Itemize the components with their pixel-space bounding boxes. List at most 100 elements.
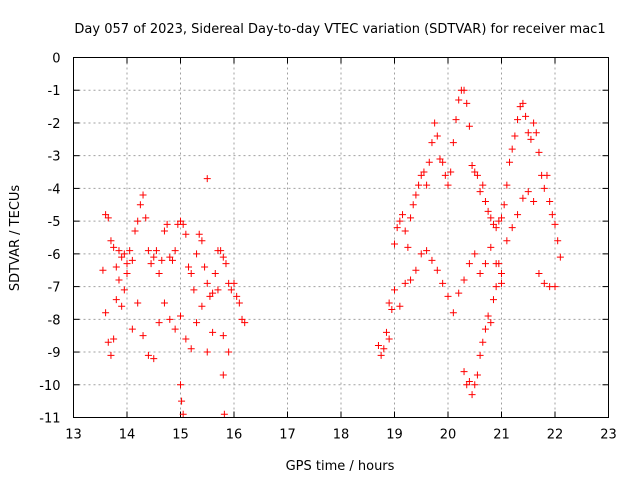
y-tick-label: -3	[48, 150, 61, 165]
data-point	[155, 270, 163, 277]
x-tick-label: 16	[226, 428, 243, 443]
data-point	[449, 309, 457, 317]
data-point	[481, 325, 489, 333]
data-point	[473, 171, 481, 179]
data-point	[382, 328, 390, 336]
data-point	[439, 279, 447, 287]
data-point	[203, 348, 211, 356]
data-point	[530, 198, 538, 205]
data-point	[503, 237, 511, 245]
data-point	[235, 299, 243, 307]
axis-ticks: 13 14 15 16 17 18 19 20 21 22 23 0 -1 -2 -3 -4 -5 -6 -7 -8 -…	[39, 52, 617, 443]
data-point	[465, 260, 473, 268]
data-point	[185, 263, 193, 271]
data-point	[139, 191, 147, 199]
data-point	[150, 253, 158, 261]
y-tick-label: -8	[48, 313, 61, 328]
data-point	[452, 116, 460, 124]
data-point	[476, 188, 484, 196]
data-point	[128, 256, 136, 264]
data-point	[187, 345, 195, 353]
data-point	[179, 410, 187, 418]
data-point	[449, 139, 457, 147]
data-point	[455, 289, 463, 297]
data-point	[102, 309, 110, 317]
data-point	[511, 132, 519, 140]
data-point	[115, 247, 123, 255]
data-point	[506, 158, 514, 166]
data-point	[473, 371, 481, 379]
data-point	[110, 335, 118, 343]
data-point	[203, 175, 211, 183]
data-point	[110, 243, 118, 251]
data-point	[160, 299, 168, 307]
data-point	[230, 279, 238, 287]
data-point	[222, 260, 230, 268]
data-point	[439, 158, 447, 166]
data-point	[155, 319, 163, 327]
data-point	[393, 224, 401, 232]
data-point	[178, 397, 186, 405]
data-point	[460, 368, 468, 376]
data-point	[147, 260, 155, 268]
data-point	[152, 247, 160, 255]
data-point	[556, 253, 564, 261]
chart-title: Day 057 of 2023, Sidereal Day-to-day VTE…	[74, 22, 605, 37]
x-tick-label: 13	[65, 428, 82, 443]
data-point	[241, 319, 249, 327]
data-point	[104, 338, 112, 346]
data-point	[209, 328, 217, 336]
data-point	[535, 148, 543, 156]
data-point	[211, 270, 219, 277]
data-point	[412, 266, 420, 274]
data-point	[508, 224, 516, 232]
data-point	[407, 214, 415, 222]
data-point	[527, 135, 535, 143]
data-point	[444, 181, 452, 189]
data-point	[532, 129, 540, 137]
data-point	[107, 237, 115, 245]
data-point	[471, 381, 479, 389]
data-point	[409, 201, 417, 209]
data-point	[484, 207, 492, 215]
data-point	[420, 168, 428, 176]
data-point	[388, 306, 396, 313]
y-tick-label: -1	[48, 84, 61, 99]
data-point	[433, 132, 441, 140]
data-point	[431, 119, 439, 127]
data-point	[524, 129, 532, 137]
data-point	[546, 198, 554, 205]
data-point	[551, 283, 559, 291]
data-point	[134, 217, 142, 225]
data-point	[107, 351, 115, 359]
data-point	[193, 250, 201, 258]
data-point	[158, 256, 166, 264]
data-point	[471, 250, 479, 258]
data-point	[412, 191, 420, 199]
data-point	[193, 319, 201, 327]
data-point	[134, 299, 142, 307]
data-point	[423, 181, 431, 189]
data-point	[415, 181, 423, 189]
x-tick-label: 17	[279, 428, 296, 443]
data-point	[220, 410, 228, 418]
grid	[73, 57, 609, 418]
data-point	[171, 325, 179, 333]
data-point	[115, 276, 123, 284]
data-point	[479, 181, 487, 189]
data-point	[401, 279, 409, 287]
data-point	[195, 230, 203, 238]
data-point	[425, 158, 433, 166]
data-point	[219, 332, 227, 340]
data-point	[465, 122, 473, 130]
data-point	[498, 279, 505, 287]
y-tick-label: 0	[52, 52, 60, 67]
data-point	[219, 253, 227, 261]
data-point	[396, 302, 404, 310]
x-tick-label: 14	[119, 428, 136, 443]
data-point	[233, 292, 241, 300]
y-axis-title: SDTVAR / TECUs	[8, 185, 23, 292]
data-point	[514, 211, 522, 219]
data-point	[530, 119, 538, 127]
